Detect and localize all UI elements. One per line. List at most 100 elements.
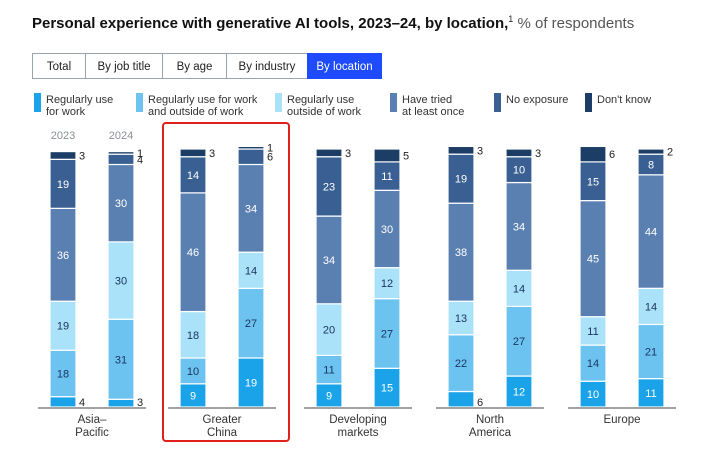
data-label: 9 — [326, 390, 332, 402]
bar-segment — [237, 145, 265, 150]
data-label: 34 — [323, 255, 335, 267]
data-label: 14 — [513, 283, 525, 295]
bar-segment — [49, 207, 77, 302]
legend-swatch — [494, 93, 501, 112]
bar-segment — [579, 161, 607, 202]
data-label: 15 — [587, 176, 599, 188]
legend-label: Regularly use for work — [46, 94, 113, 118]
bar-segment — [49, 150, 77, 160]
data-label: 10 — [187, 366, 199, 378]
bar-segment — [579, 316, 607, 346]
bar-segment — [637, 323, 665, 380]
year-label: 2024 — [109, 130, 133, 142]
data-label: 3 — [345, 148, 351, 160]
data-label: 5 — [403, 150, 409, 162]
data-label: 34 — [513, 221, 525, 233]
data-label: 30 — [115, 198, 127, 210]
data-label: 36 — [57, 250, 69, 262]
highlight-box — [162, 122, 290, 442]
legend-label: No exposure — [506, 94, 568, 106]
data-label: 45 — [587, 254, 599, 266]
bar-segment — [373, 367, 401, 408]
legend-label: Don't know — [597, 94, 651, 106]
legend-label: Regularly use outside of work — [287, 94, 361, 118]
category-label: Developing markets — [329, 414, 387, 439]
chart-title-main: Personal experience with generative AI t… — [32, 15, 509, 32]
bar-segment — [579, 145, 607, 163]
data-label: 27 — [245, 318, 257, 330]
data-label: 38 — [455, 247, 467, 259]
bar-segment — [107, 318, 135, 400]
data-label: 19 — [57, 321, 69, 333]
data-label: 44 — [645, 227, 657, 239]
bar-segment — [637, 148, 665, 155]
data-label: 31 — [115, 354, 127, 366]
data-label: 11 — [645, 388, 656, 400]
tab-by-age[interactable]: By age — [162, 53, 227, 79]
data-label: 15 — [381, 383, 393, 395]
category-label: Greater China — [203, 414, 242, 439]
data-label: 4 — [137, 154, 143, 166]
data-label: 6 — [267, 152, 273, 164]
data-label: 11 — [381, 171, 392, 183]
bar-segment — [505, 375, 533, 408]
category-label: Europe — [603, 414, 640, 426]
data-label: 12 — [513, 387, 525, 399]
data-label: 23 — [323, 181, 335, 193]
data-label: 30 — [115, 276, 127, 288]
bar-segment — [315, 303, 343, 356]
legend-swatch — [585, 93, 592, 112]
data-label: 18 — [57, 368, 69, 380]
bar-segment — [505, 269, 533, 307]
data-label: 6 — [477, 397, 483, 409]
data-label: 19 — [455, 174, 467, 186]
data-label: 20 — [323, 325, 335, 337]
view-tabs: Total By job title By age By industry By… — [32, 53, 382, 79]
data-label: 2 — [667, 147, 673, 159]
data-label: 14 — [587, 358, 599, 370]
data-label: 3 — [209, 148, 215, 160]
bar-segment — [447, 202, 475, 302]
bar-segment — [447, 390, 475, 408]
bar-segment — [49, 349, 77, 398]
data-label: 14 — [245, 265, 257, 277]
bar-segment — [237, 148, 265, 166]
legend-label: Regularly use for work and outside of wor… — [148, 94, 258, 118]
legend-swatch — [34, 93, 41, 112]
data-label: 27 — [513, 336, 525, 348]
category-label: North America — [469, 414, 512, 439]
bar-segment — [373, 298, 401, 369]
legend-swatch — [136, 93, 143, 112]
data-label: 1 — [137, 148, 143, 160]
data-label: 34 — [245, 203, 257, 215]
legend-swatch — [275, 93, 282, 112]
data-label: 12 — [381, 278, 393, 290]
bar-segment — [107, 153, 135, 166]
bar-segment — [107, 163, 135, 243]
tab-by-job-title[interactable]: By job title — [85, 53, 163, 79]
data-label: 9 — [190, 390, 196, 402]
data-label: 13 — [455, 313, 467, 325]
category-label: Asia– Pacific — [75, 414, 109, 439]
data-label: 14 — [187, 170, 199, 182]
data-label: 46 — [187, 247, 199, 259]
data-label: 3 — [535, 148, 541, 160]
tab-by-location[interactable]: By location — [307, 53, 382, 79]
legend-label: Have tried at least once — [402, 94, 464, 118]
data-label: 14 — [645, 301, 657, 313]
data-label: 19 — [245, 377, 257, 389]
data-label: 1 — [267, 143, 273, 155]
tab-total[interactable]: Total — [32, 53, 86, 79]
data-label: 3 — [137, 397, 143, 409]
data-label: 4 — [79, 397, 85, 409]
tab-by-industry[interactable]: By industry — [226, 53, 308, 79]
bar-segment — [237, 163, 265, 253]
bar-segment — [49, 396, 77, 408]
data-label: 27 — [381, 328, 393, 340]
bar-segment — [107, 398, 135, 408]
data-label: 3 — [477, 145, 483, 157]
chart-title-footnote-mark: 1 — [508, 14, 514, 24]
data-label: 8 — [648, 159, 654, 171]
bar-segment — [237, 357, 265, 408]
